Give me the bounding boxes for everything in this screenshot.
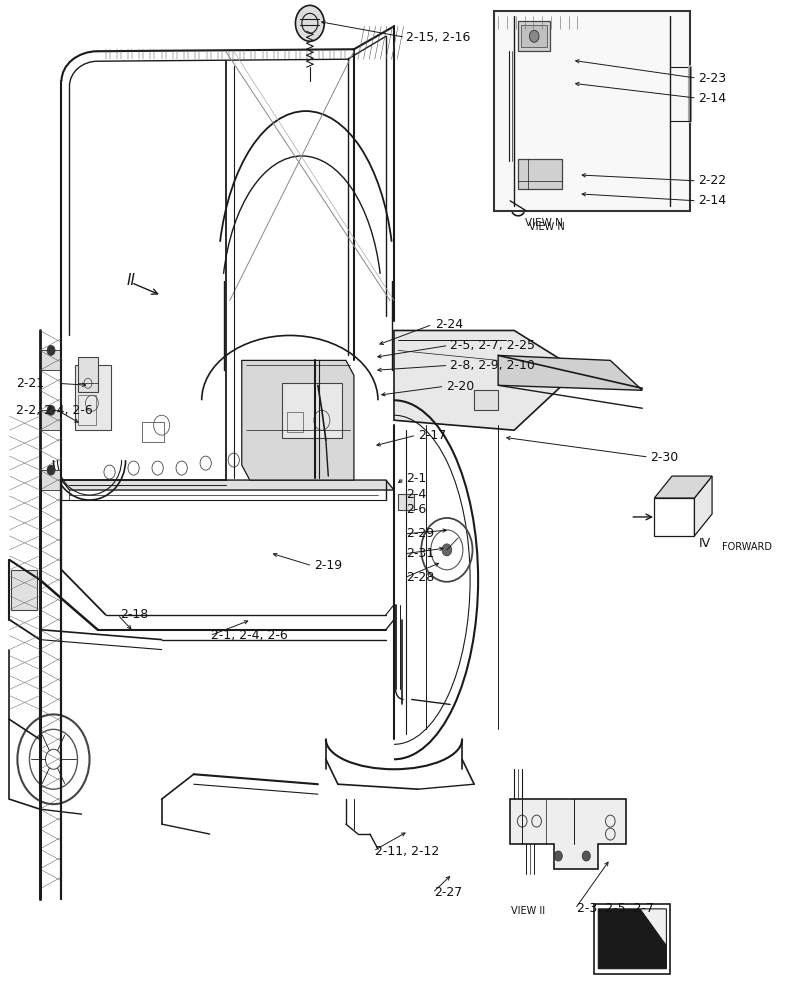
Text: 2-1, 2-4, 2-6: 2-1, 2-4, 2-6 [211, 629, 287, 642]
Text: VIEW II: VIEW II [511, 906, 544, 916]
Text: 2-3, 2-5, 2-7: 2-3, 2-5, 2-7 [576, 902, 653, 915]
Text: II: II [127, 273, 136, 288]
Text: 2-19: 2-19 [313, 559, 341, 572]
Text: 2-11, 2-12: 2-11, 2-12 [374, 845, 438, 858]
Polygon shape [242, 360, 353, 480]
Text: 2-27: 2-27 [434, 886, 462, 899]
Bar [282, 383, 341, 438]
Bar [40, 350, 61, 370]
Polygon shape [498, 355, 642, 390]
Circle shape [47, 405, 55, 415]
Bar [75, 365, 111, 430]
Text: 2-8, 2-9, 2-10: 2-8, 2-9, 2-10 [450, 359, 534, 372]
Text: 2-2, 2-4, 2-6: 2-2, 2-4, 2-6 [16, 404, 92, 417]
Polygon shape [510, 799, 626, 869]
Bar [141, 422, 164, 442]
Text: 2-4: 2-4 [406, 488, 426, 501]
Bar [286, 412, 302, 432]
Bar [520, 25, 546, 47]
Text: 2-14: 2-14 [698, 194, 726, 207]
Text: IV: IV [698, 537, 710, 550]
Bar [40, 470, 61, 490]
Text: 2-22: 2-22 [698, 174, 726, 187]
Text: 2-23: 2-23 [698, 72, 726, 85]
Text: 2-24: 2-24 [434, 318, 463, 331]
Bar [517, 159, 561, 189]
Bar [397, 494, 414, 510]
Text: VIEW N: VIEW N [524, 218, 562, 228]
Polygon shape [694, 476, 711, 536]
Text: 2-20: 2-20 [446, 380, 474, 393]
Bar [77, 357, 97, 392]
Circle shape [442, 544, 451, 556]
Polygon shape [61, 480, 393, 490]
Circle shape [553, 851, 561, 861]
Polygon shape [597, 909, 666, 969]
Bar [494, 11, 690, 211]
Circle shape [581, 851, 589, 861]
Bar [517, 21, 549, 51]
Bar [40, 410, 61, 430]
Bar [78, 395, 96, 425]
Text: 2-17: 2-17 [418, 429, 446, 442]
Text: 2-6: 2-6 [406, 503, 426, 516]
Text: 2-31: 2-31 [406, 547, 434, 560]
Text: 2-29: 2-29 [406, 527, 434, 540]
Text: 2-14: 2-14 [698, 92, 726, 105]
Text: 2-1: 2-1 [406, 472, 426, 485]
Text: 2-30: 2-30 [650, 451, 678, 464]
Circle shape [528, 30, 538, 42]
Circle shape [47, 465, 55, 475]
Circle shape [295, 5, 324, 41]
Polygon shape [654, 476, 711, 498]
Bar [474, 390, 498, 410]
Bar [593, 904, 670, 974]
Text: 2-5, 2-7, 2-25: 2-5, 2-7, 2-25 [450, 339, 535, 352]
Bar [11, 570, 37, 610]
Polygon shape [639, 909, 666, 946]
Text: VIEW N: VIEW N [528, 222, 564, 232]
Polygon shape [393, 330, 577, 430]
Text: 2-28: 2-28 [406, 571, 434, 584]
Bar [654, 498, 694, 536]
Text: 2-21: 2-21 [16, 377, 44, 390]
Text: 2-18: 2-18 [120, 608, 148, 621]
Circle shape [47, 345, 55, 355]
Text: 2-15, 2-16: 2-15, 2-16 [406, 31, 470, 44]
Text: FORWARD: FORWARD [722, 542, 772, 552]
